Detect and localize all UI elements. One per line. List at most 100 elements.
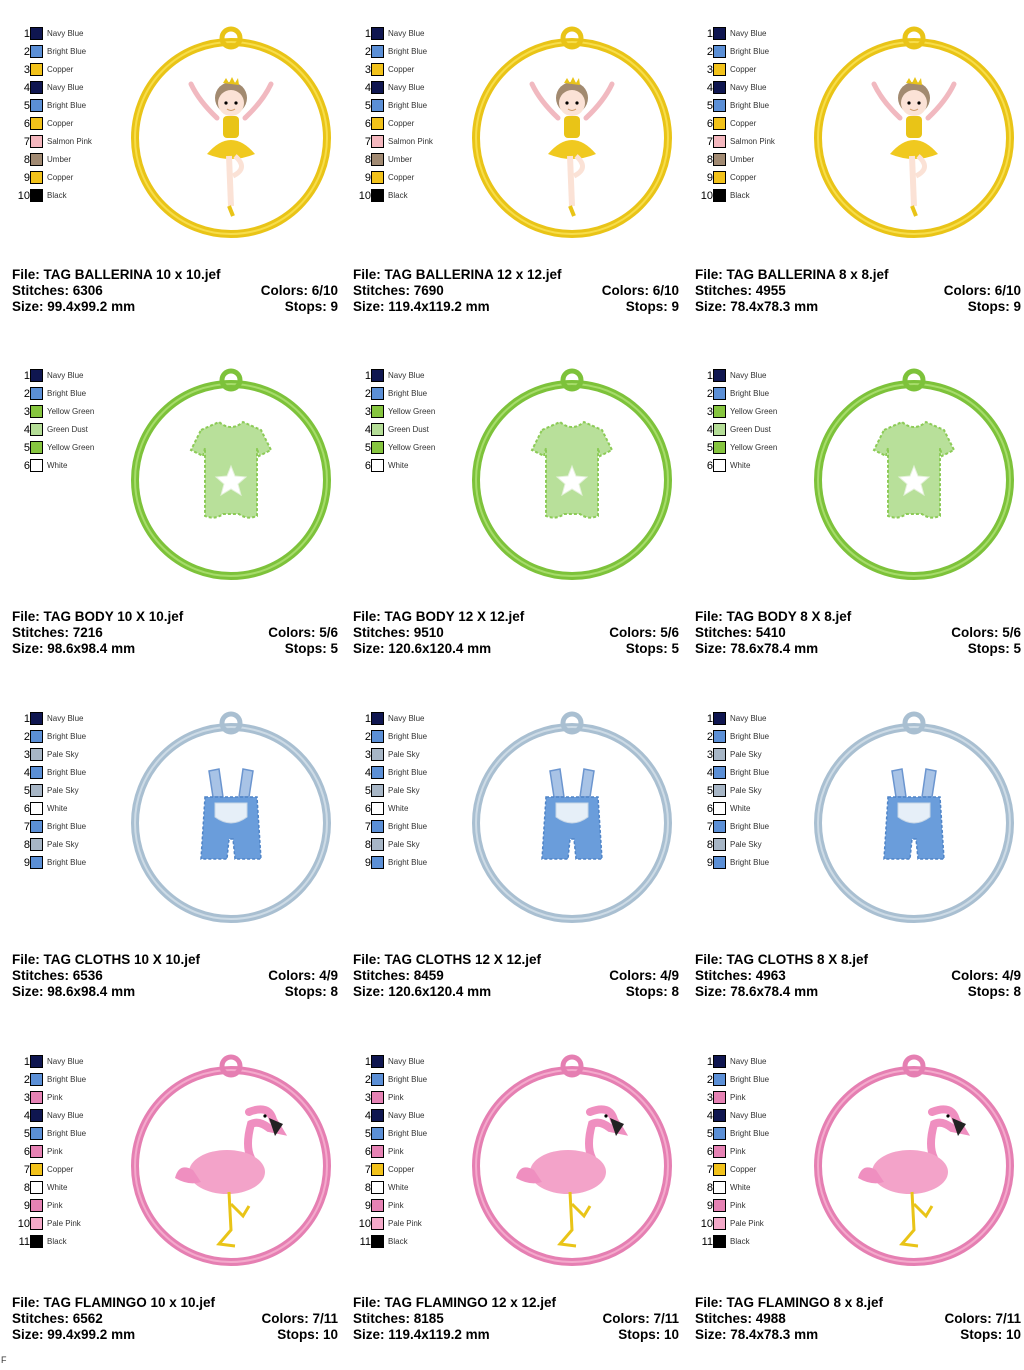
- palette-swatch: [371, 1073, 384, 1086]
- color-count: Colors: 6/10: [601, 283, 679, 298]
- palette-row: 3 Copper: [355, 62, 465, 78]
- palette-row: 3 Pale Sky: [697, 747, 807, 763]
- palette-index: 10: [358, 190, 371, 202]
- palette-index: 11: [359, 1236, 371, 1248]
- palette-index: 4: [364, 1110, 371, 1122]
- palette-swatch: [713, 63, 726, 76]
- palette-row: 6 Pink: [355, 1144, 465, 1160]
- palette-color-name: Yellow Green: [388, 443, 436, 452]
- stitch-count: Stitches: 9510: [353, 625, 444, 640]
- palette-color-name: Pale Pink: [47, 1219, 81, 1228]
- flamingo-tag-image: [814, 1054, 1014, 1266]
- stop-count: Stops: 5: [625, 641, 679, 656]
- palette-swatch: [30, 1181, 43, 1194]
- palette-color-name: Navy Blue: [388, 371, 425, 380]
- color-count: Colors: 5/6: [268, 625, 338, 640]
- stitch-count: Stitches: 7216: [12, 625, 103, 640]
- palette-index: 6: [706, 118, 713, 130]
- file-name: File: TAG BODY 10 X 10.jef: [12, 609, 184, 624]
- file-name: File: TAG CLOTHS 8 X 8.jef: [695, 952, 869, 967]
- palette-row: 7 Bright Blue: [355, 819, 465, 835]
- palette-index: 11: [18, 1236, 30, 1248]
- palette-color-name: Copper: [730, 119, 757, 128]
- palette-row: 6 Copper: [355, 116, 465, 132]
- palette-row: 2 Bright Blue: [697, 386, 807, 402]
- palette-index: 10: [17, 190, 30, 202]
- stop-count: Stops: 9: [284, 299, 338, 314]
- palette-index: 2: [23, 1074, 30, 1086]
- palette-index: 1: [706, 713, 713, 725]
- design-info: File: TAG FLAMINGO 10 x 10.jef Stitches: …: [12, 1295, 342, 1343]
- palette-swatch: [371, 802, 384, 815]
- palette-row: 5 Yellow Green: [355, 440, 465, 456]
- palette-color-name: Black: [730, 191, 750, 200]
- body-tag-image: [814, 368, 1014, 580]
- palette-row: 1 Navy Blue: [697, 711, 807, 727]
- palette-row: 3 Yellow Green: [355, 404, 465, 420]
- palette-swatch: [30, 766, 43, 779]
- palette-row: 11 Black: [355, 1234, 465, 1250]
- palette-swatch: [30, 387, 43, 400]
- palette-swatch: [713, 1217, 726, 1230]
- palette-index: 2: [23, 46, 30, 58]
- palette-row: 1 Navy Blue: [355, 711, 465, 727]
- palette-swatch: [30, 99, 43, 112]
- palette-swatch: [713, 1235, 726, 1248]
- palette-color-name: Black: [47, 191, 67, 200]
- palette-index: 5: [706, 442, 713, 454]
- palette-index: 6: [23, 1146, 30, 1158]
- ballerina-tag-image: [472, 26, 672, 238]
- palette-row: 5 Yellow Green: [14, 440, 124, 456]
- file-name: File: TAG BODY 8 X 8.jef: [695, 609, 852, 624]
- palette-index: 1: [23, 713, 30, 725]
- file-name: File: TAG BODY 12 X 12.jef: [353, 609, 525, 624]
- palette-color-name: Bright Blue: [47, 732, 87, 741]
- palette-color-name: Navy Blue: [47, 29, 84, 38]
- design-card-ballerina: 1 Navy Blue 2 Bright Blue 3 Copper 4 Navy Blue 5…: [12, 26, 342, 326]
- palette-color-name: Bright Blue: [730, 768, 770, 777]
- palette-swatch: [371, 117, 384, 130]
- palette-swatch: [713, 1163, 726, 1176]
- palette-row: 3 Yellow Green: [14, 404, 124, 420]
- stop-count: Stops: 8: [967, 984, 1021, 999]
- palette-index: 9: [23, 1200, 30, 1212]
- palette-row: 1 Navy Blue: [14, 711, 124, 727]
- palette-index: 3: [706, 749, 713, 761]
- palette-color-name: Navy Blue: [47, 371, 84, 380]
- palette-swatch: [371, 856, 384, 869]
- palette-row: 7 Copper: [355, 1162, 465, 1178]
- palette-index: 5: [23, 100, 30, 112]
- palette-index: 4: [706, 82, 713, 94]
- palette-swatch: [30, 1217, 43, 1230]
- palette-color-name: Yellow Green: [388, 407, 436, 416]
- palette-swatch: [30, 730, 43, 743]
- palette-index: 3: [706, 64, 713, 76]
- flamingo-tag-image: [472, 1054, 672, 1266]
- palette-index: 2: [706, 731, 713, 743]
- palette-row: 7 Salmon Pink: [14, 134, 124, 150]
- palette-row: 4 Bright Blue: [697, 765, 807, 781]
- design-card-ballerina: 1 Navy Blue 2 Bright Blue 3 Copper 4 Navy Blue 5…: [695, 26, 1024, 326]
- palette-color-name: Navy Blue: [388, 1111, 425, 1120]
- palette-row: 1 Navy Blue: [697, 26, 807, 42]
- design-card-flamingo: 1 Navy Blue 2 Bright Blue 3 Pink 4 Navy Blue 5 Br…: [353, 1054, 683, 1354]
- palette-swatch: [30, 1235, 43, 1248]
- palette-color-name: Bright Blue: [47, 389, 87, 398]
- palette-index: 2: [23, 388, 30, 400]
- palette-swatch: [713, 405, 726, 418]
- palette-index: 4: [23, 767, 30, 779]
- palette-index: 9: [706, 857, 713, 869]
- palette-row: 3 Pink: [14, 1090, 124, 1106]
- palette-index: 2: [706, 1074, 713, 1086]
- palette-swatch: [30, 784, 43, 797]
- palette-swatch: [713, 45, 726, 58]
- palette-index: 2: [706, 46, 713, 58]
- palette-swatch: [713, 189, 726, 202]
- palette-row: 7 Salmon Pink: [697, 134, 807, 150]
- palette-swatch: [30, 153, 43, 166]
- palette-swatch: [30, 405, 43, 418]
- palette-row: 2 Bright Blue: [355, 386, 465, 402]
- palette-index: 10: [700, 190, 713, 202]
- palette-index: 2: [706, 388, 713, 400]
- palette-index: 10: [358, 1218, 371, 1230]
